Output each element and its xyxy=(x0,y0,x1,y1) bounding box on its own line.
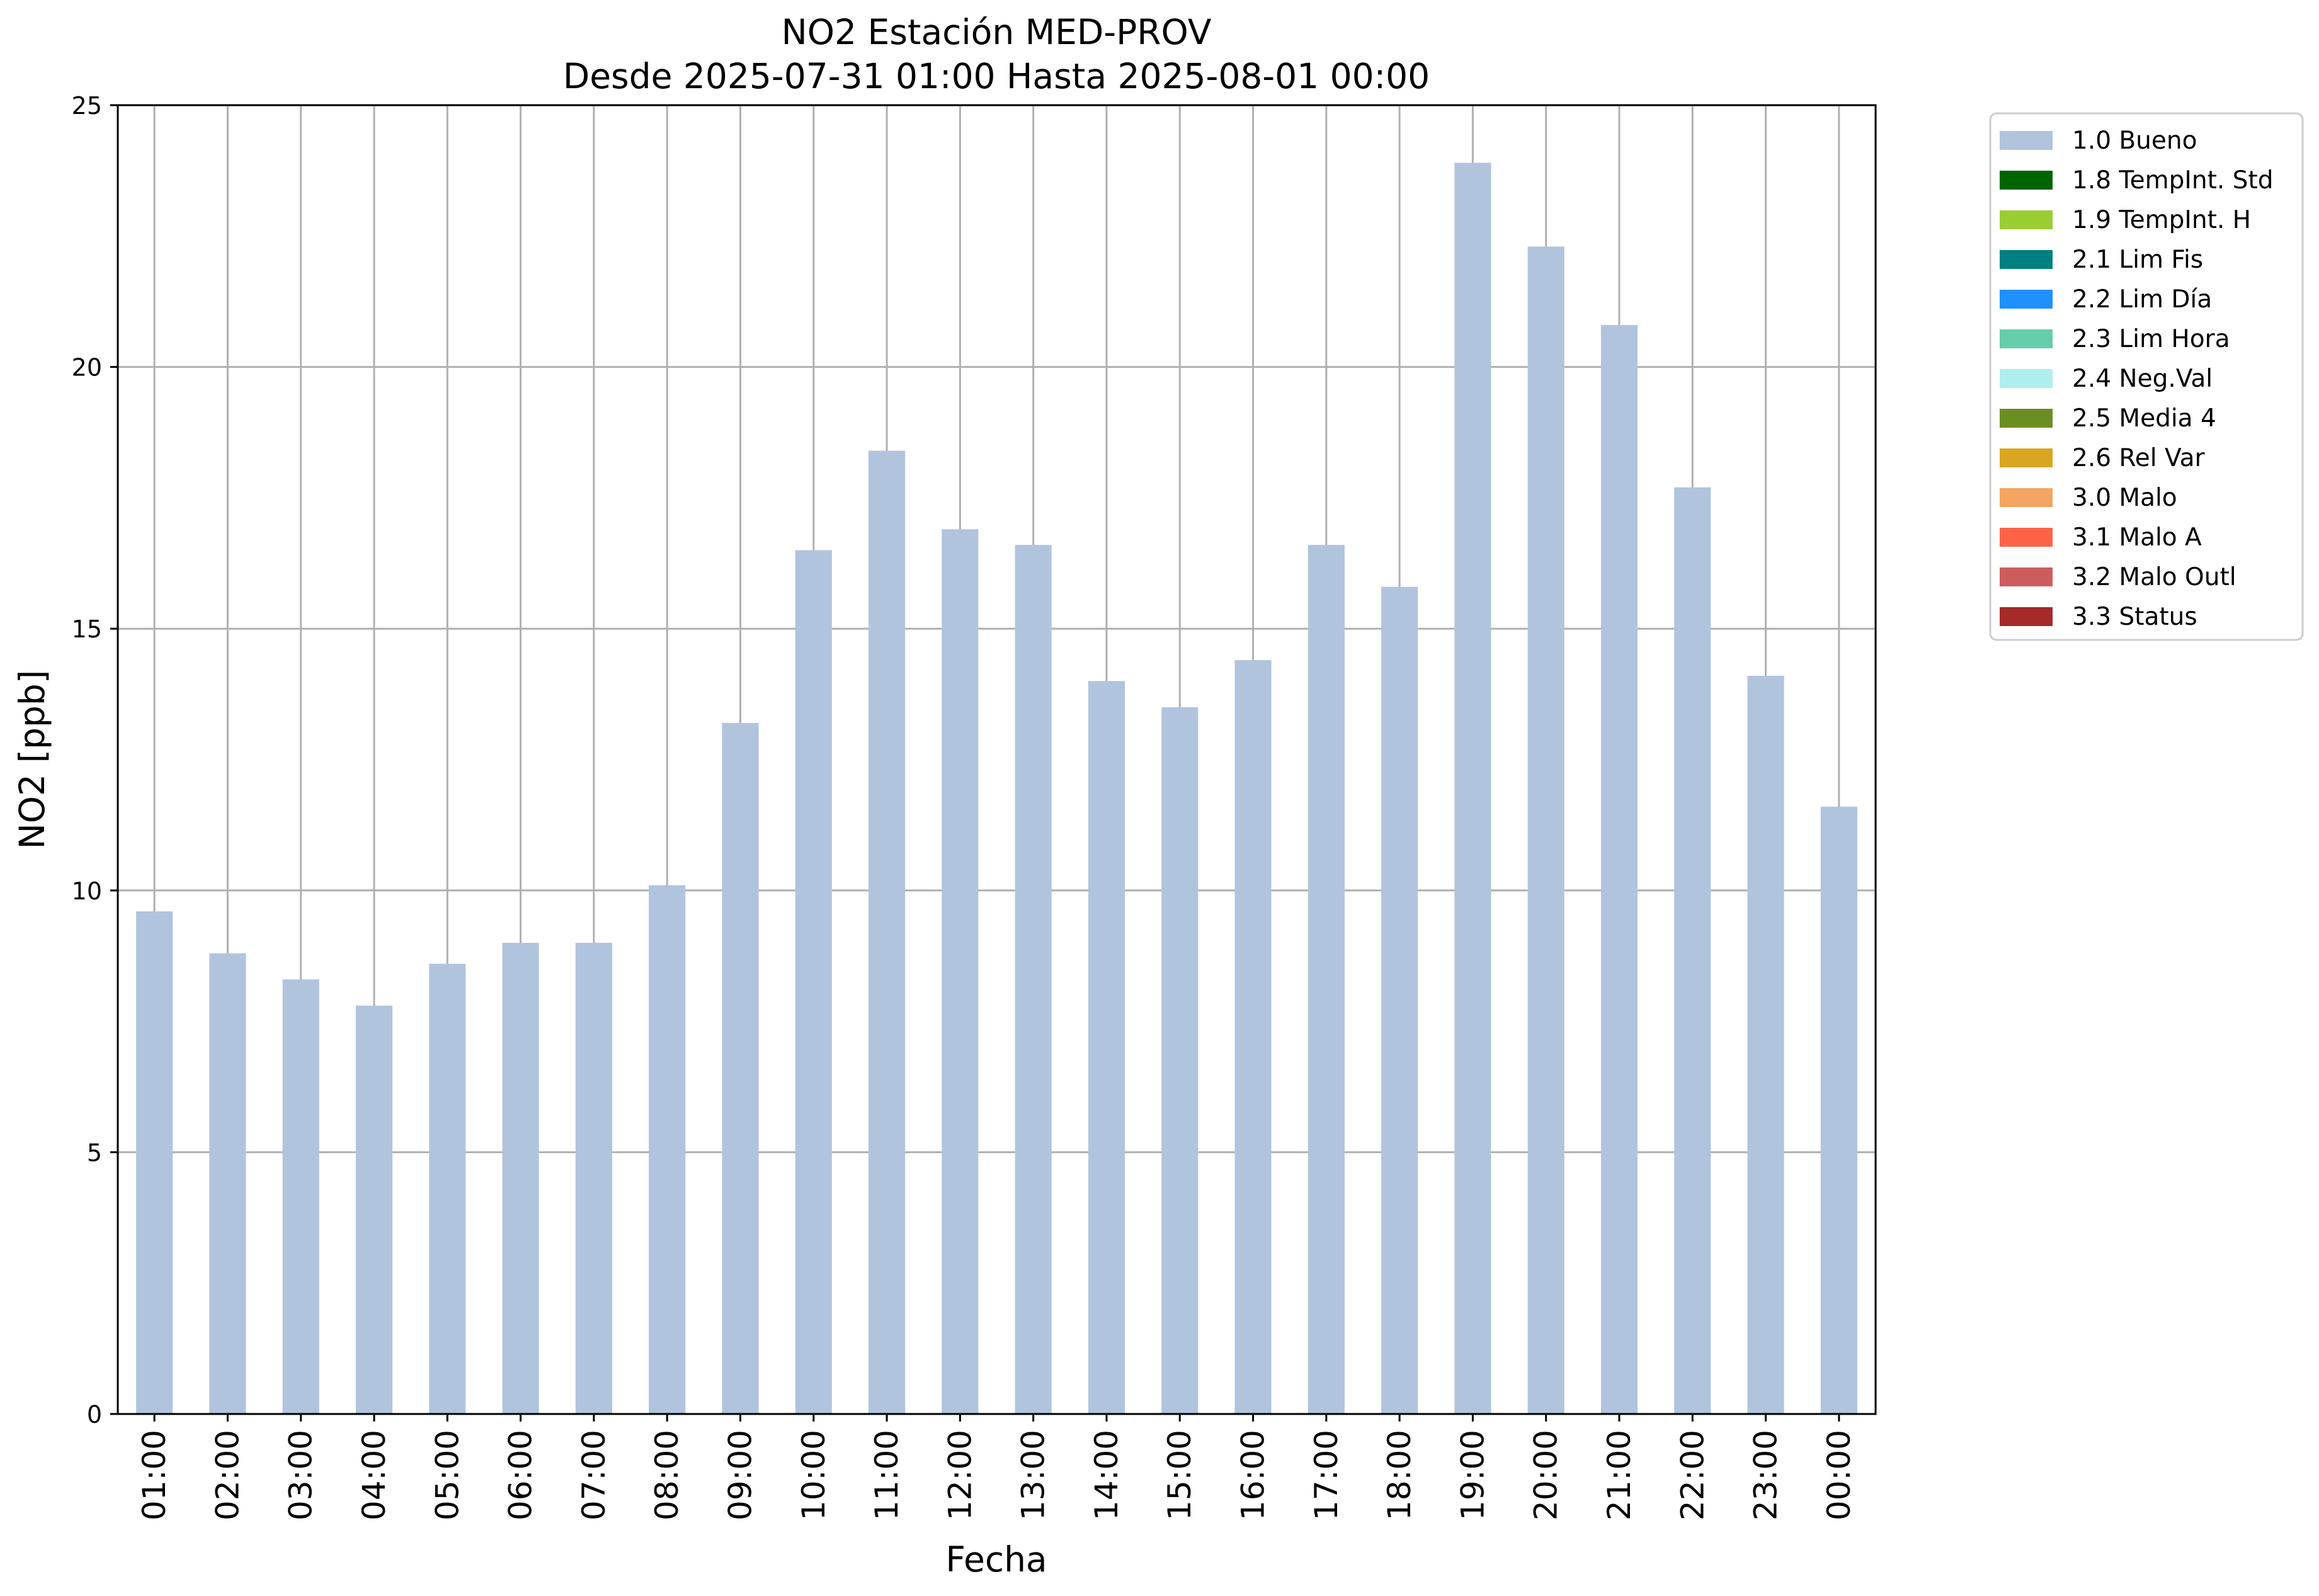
bar-1800 xyxy=(1381,586,1418,1414)
bar-1100 xyxy=(868,450,906,1414)
x-tick-label: 14:00 xyxy=(1088,1430,1125,1520)
legend-label: 2.2 Lim Día xyxy=(2072,285,2212,314)
x-tick-label: 10:00 xyxy=(795,1430,832,1520)
legend-label: 2.5 Media 4 xyxy=(2072,404,2216,433)
y-tick-label: 20 xyxy=(72,354,102,382)
legend-swatch xyxy=(2000,607,2053,626)
x-tick-label: 05:00 xyxy=(429,1430,465,1520)
x-tick-label: 09:00 xyxy=(722,1430,758,1520)
bar-1400 xyxy=(1088,681,1125,1414)
legend-swatch xyxy=(2000,409,2053,428)
y-tick-label: 15 xyxy=(72,615,102,643)
x-tick-label: 15:00 xyxy=(1161,1430,1198,1520)
chart-title: NO2 Estación MED-PROV xyxy=(782,12,1212,52)
bar-2000 xyxy=(1527,246,1564,1414)
x-axis-label: Fecha xyxy=(945,1539,1047,1580)
x-tick-label: 21:00 xyxy=(1601,1430,1638,1520)
x-tick-label: 04:00 xyxy=(356,1430,392,1520)
bar-2100 xyxy=(1600,325,1638,1414)
bar-0800 xyxy=(649,885,686,1414)
x-tick-label: 18:00 xyxy=(1381,1430,1418,1520)
bar-0600 xyxy=(502,942,539,1414)
legend-swatch xyxy=(2000,448,2053,467)
bar-1500 xyxy=(1161,707,1199,1414)
bar-0200 xyxy=(209,953,246,1414)
legend-label: 3.3 Status xyxy=(2072,603,2197,631)
y-tick-label: 25 xyxy=(72,92,102,120)
bar-0400 xyxy=(355,1005,393,1414)
x-tick-label: 00:00 xyxy=(1821,1430,1857,1520)
legend-label: 3.2 Malo Outl xyxy=(2072,563,2236,591)
bar-2200 xyxy=(1674,487,1711,1414)
legend-label: 1.0 Bueno xyxy=(2072,127,2197,155)
x-tick-label: 11:00 xyxy=(869,1430,905,1520)
x-tick-label: 13:00 xyxy=(1015,1430,1052,1520)
bar-0100 xyxy=(136,911,173,1414)
legend-swatch xyxy=(2000,329,2053,348)
legend-swatch xyxy=(2000,369,2053,388)
y-tick-label: 0 xyxy=(87,1401,102,1428)
legend-label: 1.8 TempInt. Std xyxy=(2072,166,2273,195)
x-tick-label: 02:00 xyxy=(209,1430,246,1520)
legend-swatch xyxy=(2000,250,2053,269)
x-tick-label: 03:00 xyxy=(283,1430,319,1520)
x-tick-label: 01:00 xyxy=(136,1430,173,1520)
legend-label: 1.9 TempInt. H xyxy=(2072,206,2251,234)
legend-label: 2.4 Neg.Val xyxy=(2072,365,2213,393)
bar-1300 xyxy=(1015,545,1052,1414)
y-tick-label: 5 xyxy=(87,1139,102,1166)
y-tick-label: 10 xyxy=(72,877,102,905)
legend-label: 2.3 Lim Hora xyxy=(2072,325,2230,353)
bar-2300 xyxy=(1747,676,1784,1414)
legend: 1.0 Bueno 1.8 TempInt. Std 1.9 TempInt. H 2… xyxy=(1989,112,2304,641)
bar-series xyxy=(136,162,1857,1414)
legend-box xyxy=(1989,112,2304,641)
bar-0700 xyxy=(575,942,612,1414)
x-tick-label: 16:00 xyxy=(1235,1430,1272,1520)
legend-swatch xyxy=(2000,528,2053,547)
bar-0900 xyxy=(722,722,759,1414)
legend-swatch xyxy=(2000,131,2053,150)
bar-1900 xyxy=(1454,162,1491,1414)
x-tick-label: 06:00 xyxy=(503,1430,539,1520)
plot-area-frame xyxy=(117,104,1877,1415)
legend-swatch xyxy=(2000,488,2053,507)
x-tick-label: 20:00 xyxy=(1528,1430,1564,1520)
x-tick-label: 23:00 xyxy=(1748,1430,1784,1520)
bar-1000 xyxy=(795,550,832,1414)
x-tick-label: 22:00 xyxy=(1674,1430,1711,1520)
legend-swatch xyxy=(2000,567,2053,586)
x-tick-label: 17:00 xyxy=(1308,1430,1345,1520)
x-tick-label: 08:00 xyxy=(649,1430,685,1520)
x-tick-label: 19:00 xyxy=(1454,1430,1491,1520)
legend-swatch xyxy=(2000,290,2053,309)
bar-1700 xyxy=(1308,545,1345,1414)
bar-1200 xyxy=(942,529,979,1414)
x-tick-label: 12:00 xyxy=(942,1430,978,1520)
bar-0300 xyxy=(282,979,319,1414)
legend-swatch xyxy=(2000,210,2053,229)
chart-subtitle: Desde 2025-07-31 01:00 Hasta 2025-08-01 … xyxy=(563,56,1430,96)
bar-0500 xyxy=(429,964,466,1414)
bar-1600 xyxy=(1234,660,1272,1414)
axis-ticks: 0 5 10 15 20 25 01:00 02:00 03:00 04:00 05:00 06:00… xyxy=(72,92,1857,1520)
legend-label: 2.6 Rel Var xyxy=(2072,444,2206,472)
legend-label: 3.0 Malo xyxy=(2072,484,2177,512)
legend-label: 3.1 Malo A xyxy=(2072,523,2202,552)
y-axis-label: NO2 [ppb] xyxy=(12,670,52,850)
legend-label: 2.1 Lim Fis xyxy=(2072,246,2203,274)
x-tick-label: 07:00 xyxy=(576,1430,612,1520)
bar-0000 xyxy=(1820,806,1857,1414)
legend-swatch xyxy=(2000,171,2053,190)
